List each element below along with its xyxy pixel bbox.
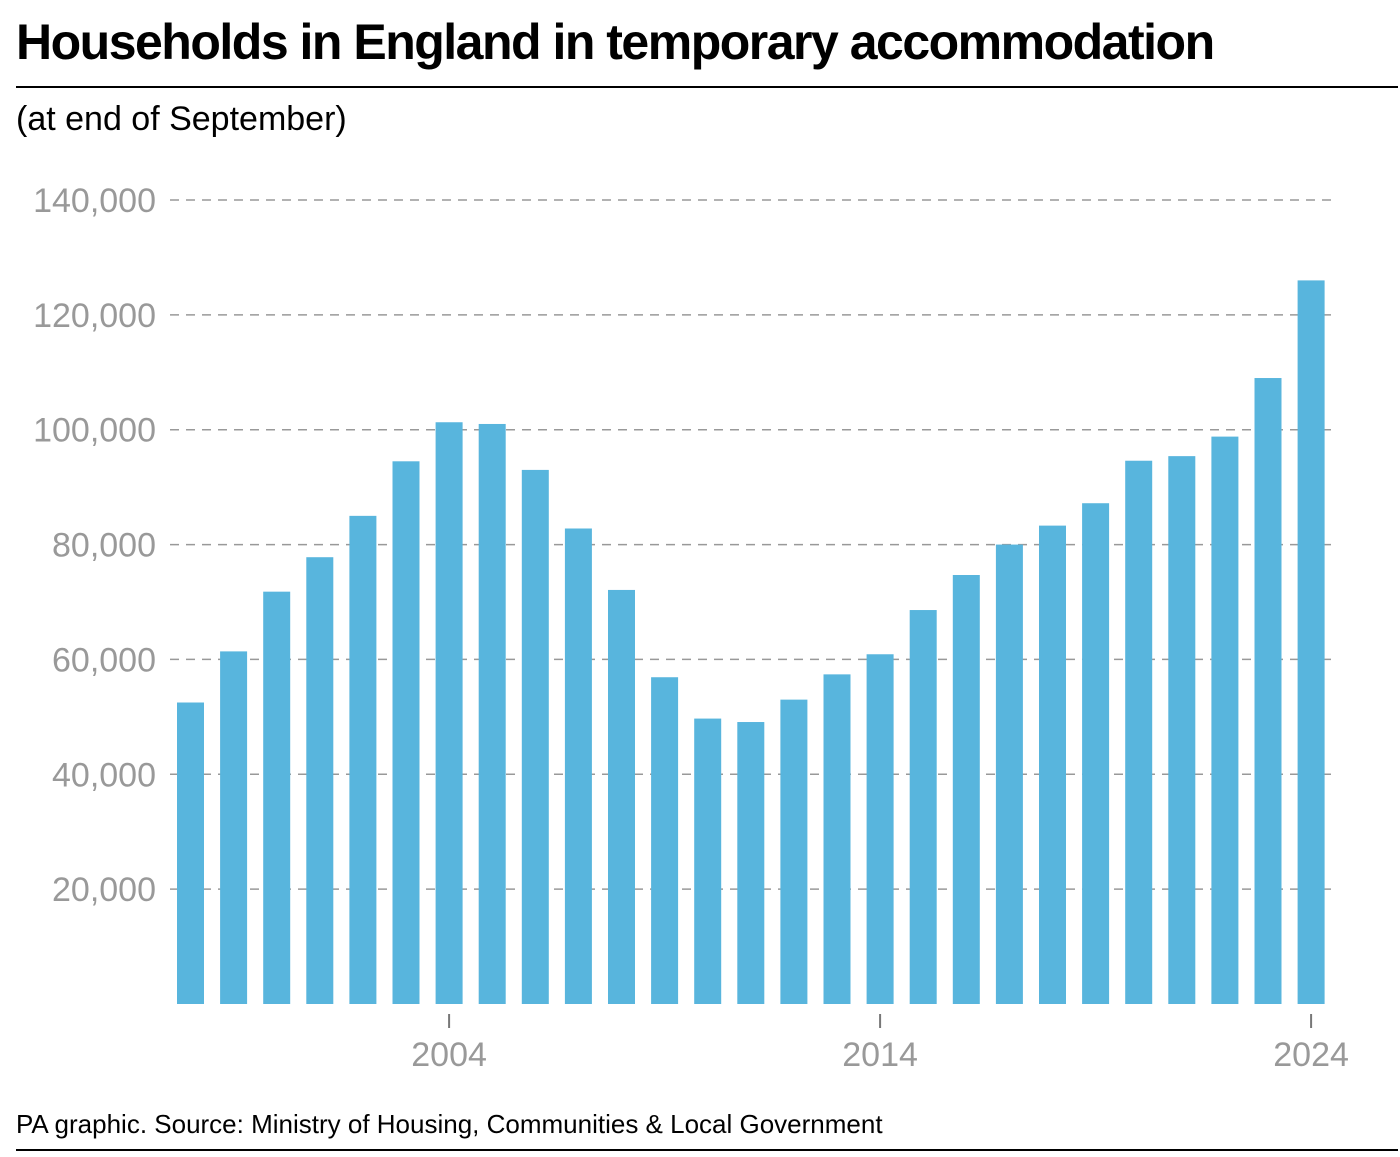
bar	[651, 677, 679, 1004]
bar	[349, 515, 377, 1004]
bar	[1297, 280, 1325, 1004]
y-tick-label: 120,000	[33, 297, 156, 335]
source-note: PA graphic. Source: Ministry of Housing,…	[16, 1109, 883, 1139]
y-tick-label: 140,000	[33, 182, 156, 220]
y-tick-label: 20,000	[52, 871, 156, 909]
bar	[1125, 460, 1153, 1004]
bar	[780, 699, 808, 1004]
bar	[694, 718, 722, 1004]
y-tick-label: 80,000	[52, 527, 156, 565]
chart-subtitle: (at end of September)	[16, 100, 347, 138]
title-divider	[16, 86, 1398, 88]
bar	[306, 557, 334, 1004]
footer-divider	[16, 1149, 1398, 1151]
bar	[1211, 436, 1239, 1004]
bar	[1168, 456, 1196, 1004]
x-tick-label: 2024	[1273, 1036, 1349, 1074]
bar	[909, 610, 937, 1004]
bar	[177, 702, 204, 1004]
bar	[263, 591, 291, 1004]
chart-title: Households in England in temporary accom…	[16, 14, 1215, 70]
y-axis-tick-labels: 20,000 40,000 60,000 80,000 100,000 120,000 14…	[33, 182, 156, 909]
bar	[1039, 525, 1066, 1004]
bars	[177, 280, 1325, 1005]
bar	[608, 589, 635, 1004]
bar	[952, 575, 980, 1004]
bar	[737, 722, 765, 1004]
bar	[564, 528, 592, 1004]
x-tick-label: 2004	[411, 1036, 487, 1074]
bar	[521, 469, 549, 1004]
x-axis: 2004 2014 2024	[411, 1014, 1349, 1074]
bar	[823, 674, 851, 1004]
y-tick-label: 60,000	[52, 641, 156, 679]
bar	[220, 651, 248, 1004]
bar	[995, 544, 1023, 1004]
bar	[1082, 503, 1110, 1004]
bar	[478, 423, 506, 1004]
y-tick-label: 100,000	[33, 412, 156, 450]
bar	[392, 461, 420, 1004]
bar	[435, 422, 463, 1005]
bar	[866, 654, 894, 1004]
x-tick-label: 2014	[842, 1036, 918, 1074]
y-tick-label: 40,000	[52, 756, 156, 794]
bar	[1254, 378, 1282, 1004]
